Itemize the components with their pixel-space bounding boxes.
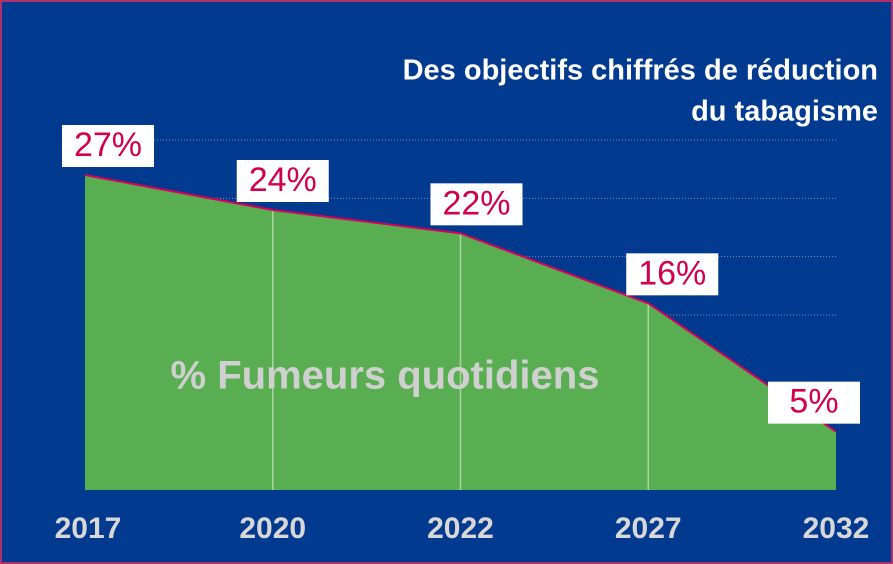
chart-title: du tabagisme bbox=[691, 96, 878, 128]
x-tick-label: 2020 bbox=[239, 512, 306, 545]
value-label: 5% bbox=[789, 383, 838, 421]
series-name: % Fumeurs quotidiens bbox=[171, 354, 600, 398]
x-tick-label: 2017 bbox=[55, 512, 122, 545]
x-tick-label: 2022 bbox=[427, 512, 494, 545]
value-label-box bbox=[768, 381, 860, 424]
area-edge bbox=[84, 174, 837, 433]
x-tick-label: 2032 bbox=[803, 512, 870, 545]
value-label-box bbox=[236, 160, 329, 202]
chart-title: Des objectifs chiffrés de réduction bbox=[403, 55, 878, 87]
value-label-box bbox=[62, 125, 154, 167]
value-label-box bbox=[626, 253, 719, 296]
value-label-box bbox=[430, 183, 523, 226]
x-tick-label: 2027 bbox=[615, 512, 682, 545]
value-label: 22% bbox=[442, 184, 510, 222]
value-label: 24% bbox=[249, 161, 317, 199]
value-label: 16% bbox=[638, 254, 706, 292]
value-label: 27% bbox=[74, 126, 142, 164]
